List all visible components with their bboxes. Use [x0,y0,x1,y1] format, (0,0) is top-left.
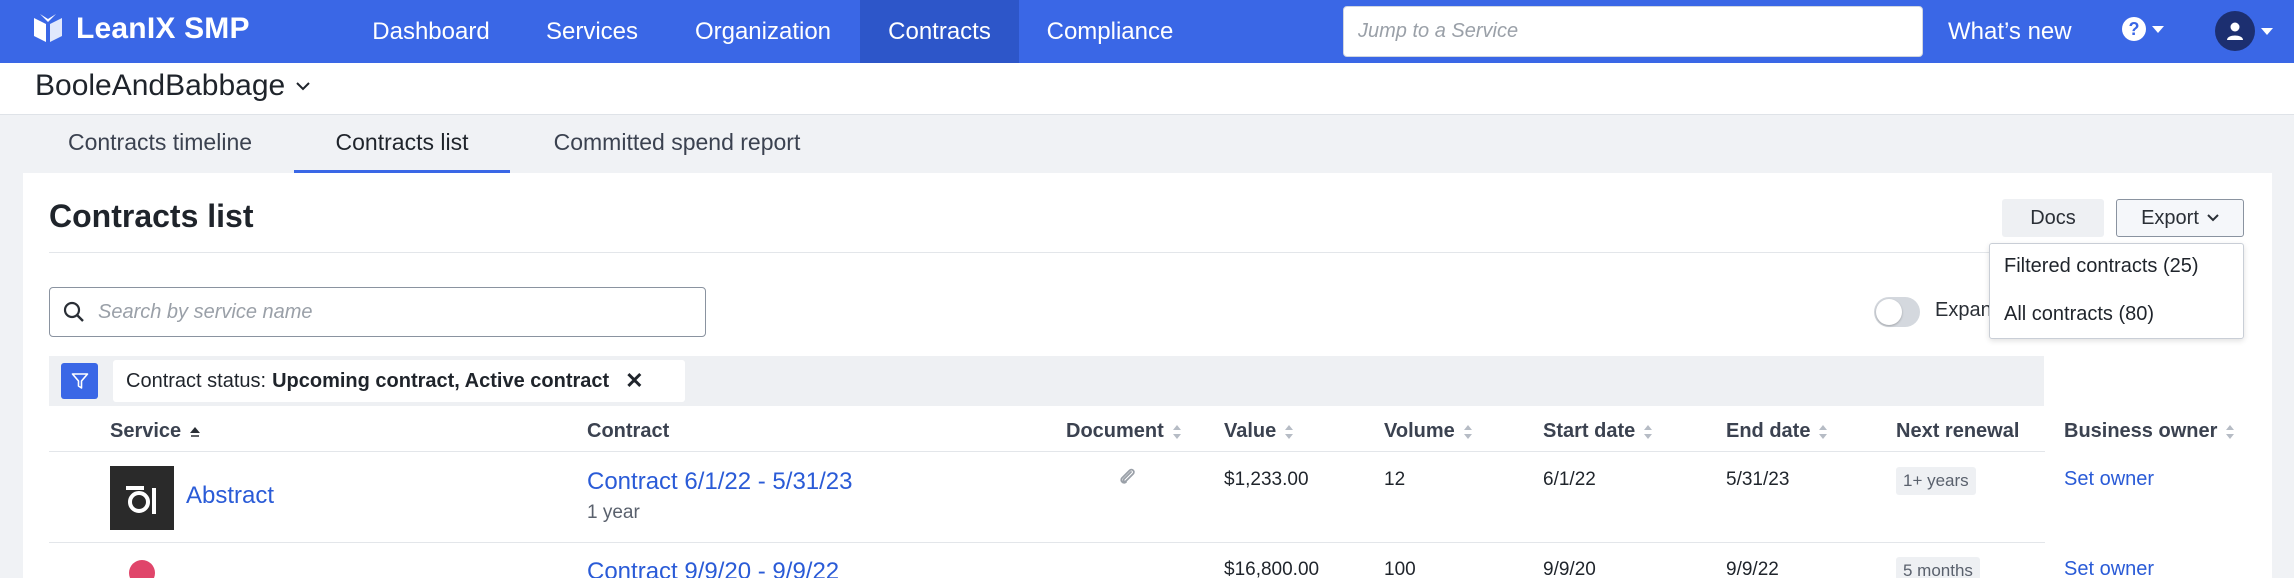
column-label: Business owner [2064,420,2218,442]
tab-contracts-list[interactable]: Contracts list [294,115,510,173]
jump-to-service-input[interactable]: Jump to a Service [1343,6,1923,57]
expand-toggle-label: Expand [1935,299,1989,321]
column-header-next-renewal: Next renewal [1896,420,2019,443]
column-label: Start date [1543,420,1636,442]
column-header-volume[interactable]: Volume [1384,420,1473,443]
column-header-document[interactable]: Document [1066,420,1182,443]
service-link[interactable]: Abstract [186,482,275,509]
renewal-badge: 1+ years [1896,467,1976,495]
nav-contracts[interactable]: Contracts [860,0,1019,63]
filter-chip-label: Contract status: [126,369,267,392]
nav-organization[interactable]: Organization [694,18,832,45]
column-header-service[interactable]: Service [110,420,201,443]
filter-chip-contract-status: Contract status: Upcoming contract, Acti… [113,360,685,402]
export-filtered-contracts[interactable]: Filtered contracts (25) [2004,255,2199,277]
renewal-badge: 5 months [1896,557,1980,578]
workspace-bar: BooleAndBabbage [0,63,2294,115]
export-button[interactable]: Export [2116,199,2244,237]
chevron-down-icon [2261,27,2273,35]
tab-contracts-timeline[interactable]: Contracts timeline [67,129,253,155]
filter-chip-value: Upcoming contract, Active contract [272,369,610,392]
service-search-input[interactable]: Search by service name [49,287,706,337]
top-navigation: LeanIX SMP Dashboard Services Organizati… [0,0,2294,63]
tab-committed-spend-report[interactable]: Committed spend report [553,129,801,155]
help-menu[interactable]: ? [2122,17,2164,41]
expand-toggle[interactable] [1874,297,1920,327]
column-header-value[interactable]: Value [1224,420,1294,443]
search-icon [63,301,84,322]
sort-icon [1644,424,1653,439]
column-label: Volume [1384,420,1455,442]
divider [49,542,2045,543]
column-label: Next renewal [1896,420,2020,442]
chevron-down-icon [296,82,310,91]
column-label: Document [1066,420,1164,442]
user-menu[interactable] [2215,11,2273,51]
column-header-end-date[interactable]: End date [1726,420,1828,443]
brand-name: LeanIX SMP [76,12,250,45]
page-title: Contracts list [49,198,254,234]
paperclip-icon[interactable] [1116,466,1138,488]
divider [49,451,2045,452]
column-label: Contract [587,420,670,442]
workspace-switcher[interactable]: BooleAndBabbage [35,69,311,103]
nav-compliance[interactable]: Compliance [1046,18,1174,45]
user-avatar-icon [2215,11,2255,51]
search-placeholder: Search by service name [98,300,313,323]
help-icon: ? [2122,17,2146,41]
close-icon[interactable]: ✕ [625,368,644,393]
chevron-down-icon [2152,25,2164,33]
contract-volume: 12 [1384,469,1406,490]
jump-placeholder: Jump to a Service [1358,20,1519,42]
sort-icon [2226,424,2235,439]
brand-logo[interactable]: LeanIX SMP [32,12,250,46]
column-label: End date [1726,420,1811,442]
column-header-contract: Contract [587,420,669,443]
sort-icon [1172,424,1181,439]
column-label: Service [110,420,182,442]
export-label: Export [2141,206,2199,229]
workspace-name: BooleAndBabbage [35,69,286,102]
leanix-logo-icon [34,14,62,42]
column-header-start-date[interactable]: Start date [1543,420,1653,443]
chevron-down-icon [2207,214,2219,222]
sort-icon [1819,424,1828,439]
service-logo-abstract [110,466,174,530]
contract-duration: 1 year [587,502,640,523]
set-owner-link[interactable]: Set owner [2064,468,2155,490]
sort-icon [1285,424,1294,439]
contract-end-date: 9/9/22 [1726,559,1779,578]
export-dropdown-menu: Filtered contracts (25) All contracts (8… [1989,243,2244,339]
filter-icon [71,373,88,389]
docs-button[interactable]: Docs [2002,199,2104,237]
contract-start-date: 9/9/20 [1543,559,1596,578]
column-label: Value [1224,420,1277,442]
contract-link[interactable]: Contract 6/1/22 - 5/31/23 [587,468,853,495]
export-all-contracts[interactable]: All contracts (80) [2004,303,2155,325]
contract-start-date: 6/1/22 [1543,469,1596,490]
filter-button[interactable] [61,363,98,399]
service-logo [129,560,155,578]
set-owner-link[interactable]: Set owner [2064,558,2155,578]
abstract-logo-icon [126,486,156,514]
contract-value: $16,800.00 [1224,559,1320,578]
nav-dashboard[interactable]: Dashboard [372,18,490,45]
contract-volume: 100 [1384,559,1416,578]
nav-services[interactable]: Services [545,18,639,45]
column-header-business-owner[interactable]: Business owner [2064,420,2235,443]
toggle-knob [1876,299,1902,325]
whats-new-link[interactable]: What’s new [1948,18,2072,45]
divider [49,252,2047,253]
contract-link[interactable]: Contract 9/9/20 - 9/9/22 [587,558,840,578]
contract-end-date: 5/31/23 [1726,469,1790,490]
contract-value: $1,233.00 [1224,469,1309,490]
sort-icon [1463,424,1472,439]
sort-ascending-icon [190,426,201,437]
